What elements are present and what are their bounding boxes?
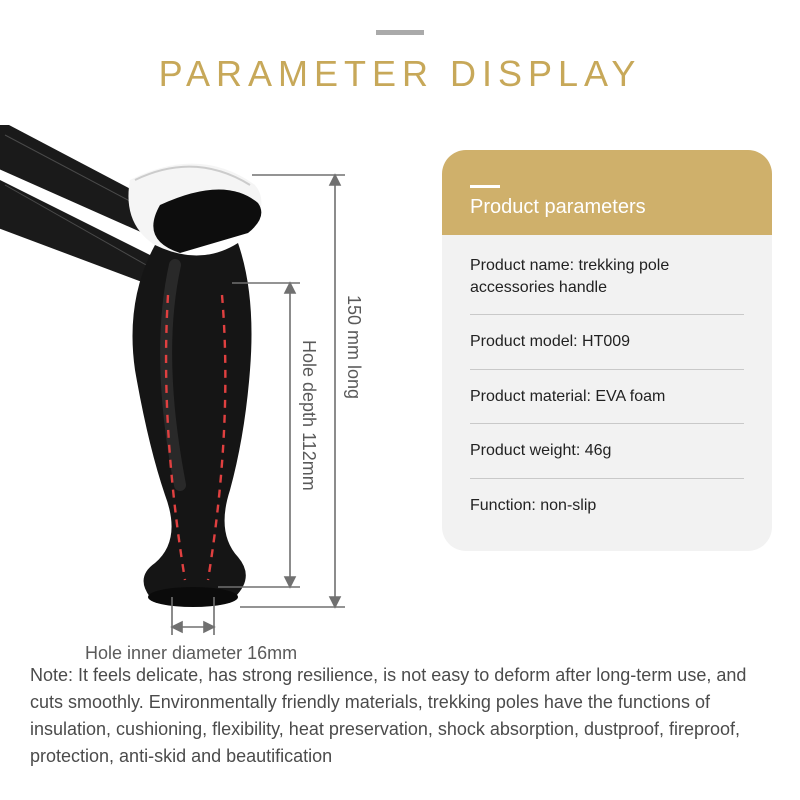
param-row: Product material: EVA foam xyxy=(470,370,744,425)
dim-hole-diameter-label: Hole inner diameter 16mm xyxy=(85,643,297,664)
dim-hole-depth-label: Hole depth 112mm xyxy=(298,340,319,491)
grip-graphic xyxy=(133,243,252,607)
param-row: Product model: HT009 xyxy=(470,315,744,370)
title-accent-bar xyxy=(376,30,424,35)
dim-length-label: 150 mm long xyxy=(343,295,364,399)
card-header: Product parameters xyxy=(442,150,772,235)
param-row: Product name: trekking pole accessories … xyxy=(470,239,744,315)
card-header-title: Product parameters xyxy=(470,196,744,219)
cap-graphic xyxy=(128,164,261,255)
parameters-card: Product parameters Product name: trekkin… xyxy=(442,150,772,551)
param-row: Product weight: 46g xyxy=(470,424,744,479)
note-text: Note: It feels delicate, has strong resi… xyxy=(30,662,770,770)
param-row: Function: non-slip xyxy=(470,479,744,533)
card-header-accent xyxy=(470,185,500,188)
card-body: Product name: trekking pole accessories … xyxy=(442,235,772,551)
page-title: PARAMETER DISPLAY xyxy=(0,53,800,95)
product-illustration: 150 mm long Hole depth 112mm Hole inner … xyxy=(0,125,420,675)
main-content: 150 mm long Hole depth 112mm Hole inner … xyxy=(0,115,800,655)
